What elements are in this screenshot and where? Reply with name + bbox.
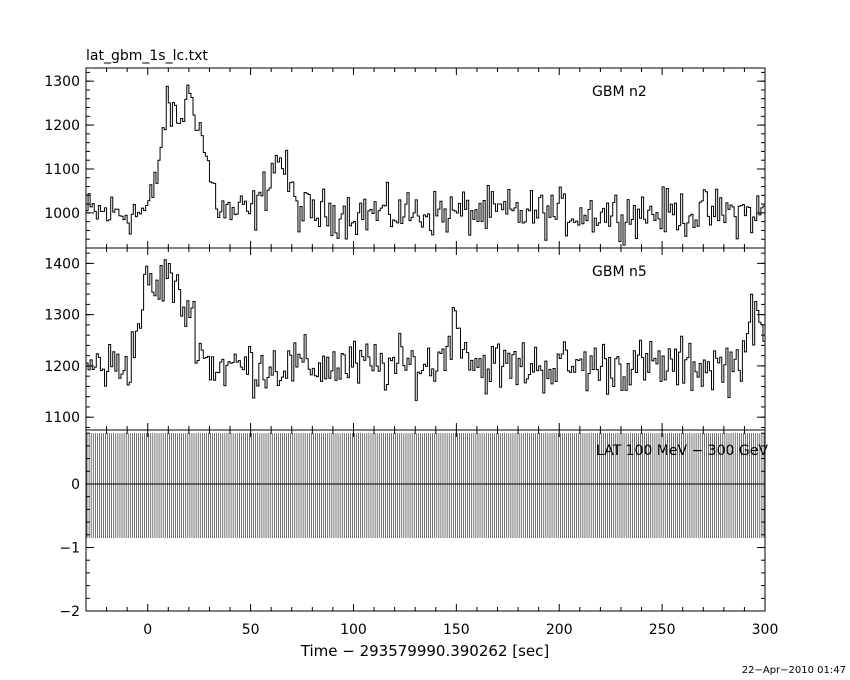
y-tick-label: 1400 [44,256,80,272]
y-tick-label: 1000 [44,206,80,222]
series-label-gbm-n5: GBM n5 [592,264,647,280]
y-tick-label: −1 [59,540,80,556]
x-tick-label: 250 [649,622,676,638]
series-line-gbm-n5 [86,259,765,401]
y-tick-label: 1200 [44,118,80,134]
panel-lat: −2 −1 0 0 50 100 150 200 250 300 LAT 100 MeV − 300… [59,429,779,638]
series-label-lat: LAT 100 MeV − 300 GeV [596,443,768,459]
y-tick-label: 0 [71,477,80,493]
panel-frame [85,247,766,431]
x-axis-label: Time − 293579990.390262 [sec] [300,642,550,660]
x-tick-label: 50 [242,622,260,638]
panel-gbm-n5: 1100 1200 1300 1400 GBM n5 [44,247,766,431]
panel-gbm-n2: 1000 1100 1200 1300 GBM n2 [44,67,766,249]
y-tick-label: 1300 [44,308,80,324]
y-tick-label: 1200 [44,359,80,375]
y-tick-label: 1100 [44,410,80,426]
y-tick-label: 1300 [44,74,80,90]
x-tick-label: 0 [143,622,152,638]
x-tick-label: 150 [443,622,470,638]
panel-frame [85,429,766,612]
timestamp: 22−Apr−2010 01:47 [742,665,846,676]
series-label-gbm-n2: GBM n2 [592,84,647,100]
y-tick-label: 1100 [44,162,80,178]
x-tick-label: 200 [546,622,573,638]
x-tick-label: 300 [752,622,779,638]
y-tick-label: −2 [59,604,80,620]
series-line-gbm-n2 [86,84,765,246]
panel-frame [85,67,766,249]
x-tick-label: 100 [340,622,367,638]
file-title: lat_gbm_1s_lc.txt [86,48,208,64]
